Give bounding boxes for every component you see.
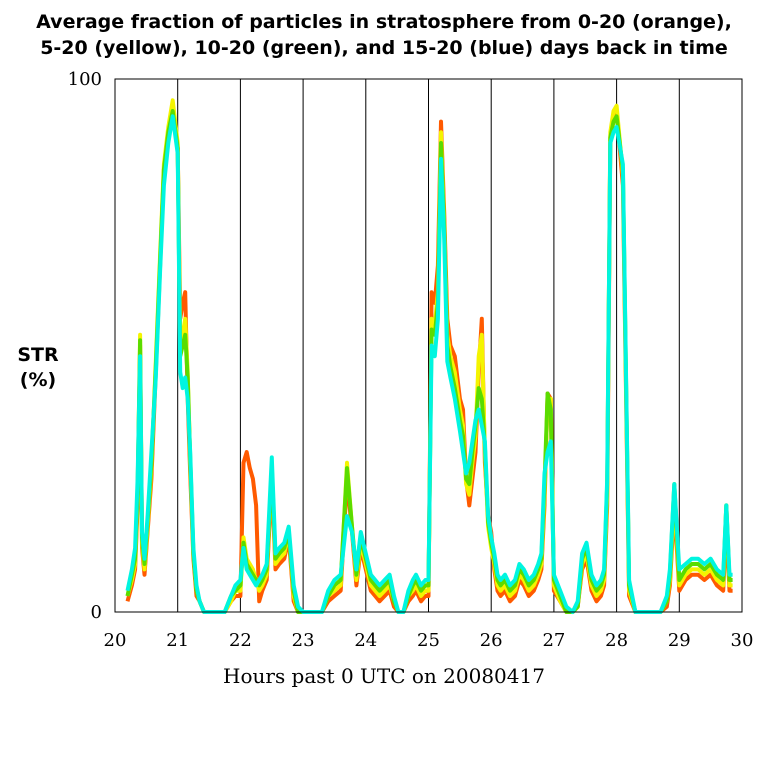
x-tick-label-24: 24	[354, 630, 377, 651]
y-axis-label-line-2: (%)	[20, 369, 56, 391]
y-axis-label-line-1: STR	[17, 344, 59, 366]
x-tick-label-30: 30	[731, 630, 754, 651]
chart-title-line-2: 5-20 (yellow), 10-20 (green), and 15-20 …	[40, 37, 728, 59]
x-axis-label: Hours past 0 UTC on 20080417	[223, 664, 545, 688]
y-tick-label-0: 0	[91, 602, 102, 623]
x-tick-label-29: 29	[668, 630, 691, 651]
x-tick-label-28: 28	[605, 630, 628, 651]
x-tick-label-25: 25	[417, 630, 440, 651]
y-tick-label-100: 100	[68, 69, 102, 90]
x-axis-ticks: 20 21 22 23 24 25 26 27 28 29 30	[104, 630, 754, 651]
x-tick-label-27: 27	[542, 630, 565, 651]
x-tick-label-23: 23	[292, 630, 315, 651]
x-tick-label-21: 21	[166, 630, 189, 651]
plot-frame	[114, 78, 743, 613]
x-tick-label-26: 26	[480, 630, 503, 651]
x-tick-label-20: 20	[104, 630, 127, 651]
y-axis-ticks: 0 100	[68, 69, 102, 623]
chart-title-line-1: Average fraction of particles in stratos…	[36, 11, 732, 33]
x-tick-label-22: 22	[229, 630, 252, 651]
